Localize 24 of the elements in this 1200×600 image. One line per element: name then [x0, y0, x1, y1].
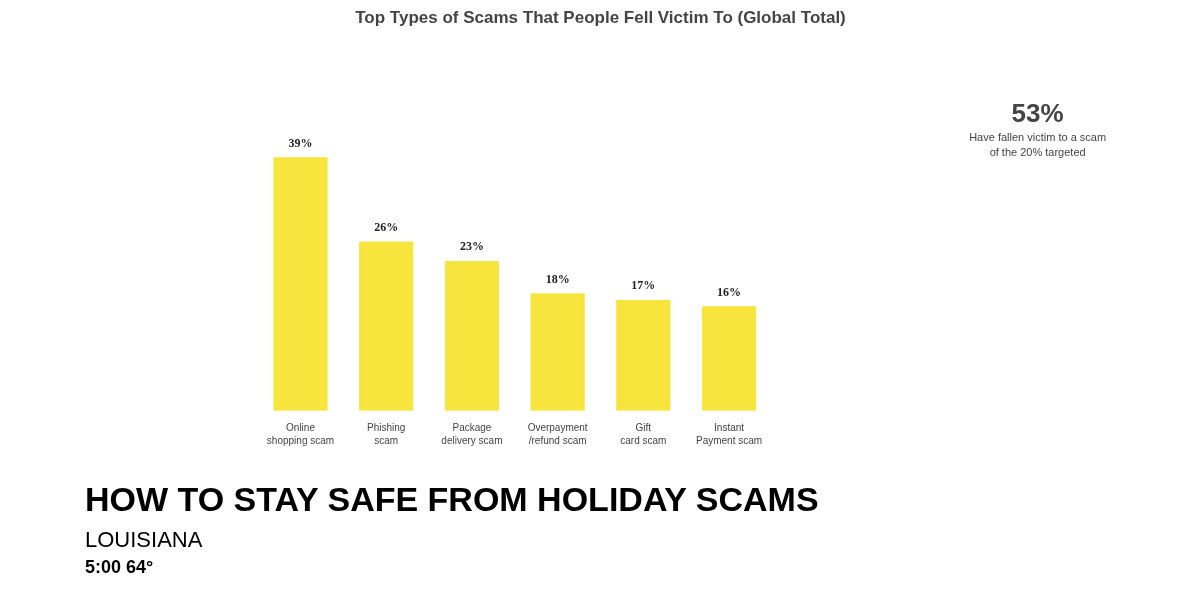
data-label: 39%: [288, 135, 313, 150]
data-label: 18%: [545, 271, 570, 286]
bar: [444, 260, 499, 411]
x-tick-label: Overpayment /refund scam: [527, 421, 588, 446]
x-tick-label: Phishing scam: [367, 421, 406, 446]
text: Have fallen victim to a scam of the 20% targeted: [969, 131, 1107, 158]
text: LOUISIANA: [85, 525, 204, 554]
data-label: 16%: [717, 284, 742, 299]
bar: [702, 306, 757, 411]
bar: [616, 299, 671, 411]
bar: [530, 293, 585, 411]
bar: [359, 241, 414, 411]
text: 53%: [1011, 97, 1064, 128]
x-tick-label: Online shopping scam: [266, 421, 335, 446]
data-label: 26%: [374, 220, 399, 235]
text: HOW TO STAY SAFE FROM HOLIDAY SCAMS: [85, 479, 819, 520]
x-tick-label: Package delivery scam: [441, 421, 503, 446]
text: 5:00 64°: [85, 556, 155, 579]
x-tick-label: Gift card scam: [620, 421, 667, 446]
data-label: 23%: [459, 239, 484, 254]
bar: [273, 157, 328, 411]
data-label: 17%: [631, 278, 656, 293]
chart-title: Top Types of Scams That People Fell Victim To (Global Total): [355, 7, 846, 27]
x-tick-label: Instant Payment scam: [696, 421, 763, 446]
